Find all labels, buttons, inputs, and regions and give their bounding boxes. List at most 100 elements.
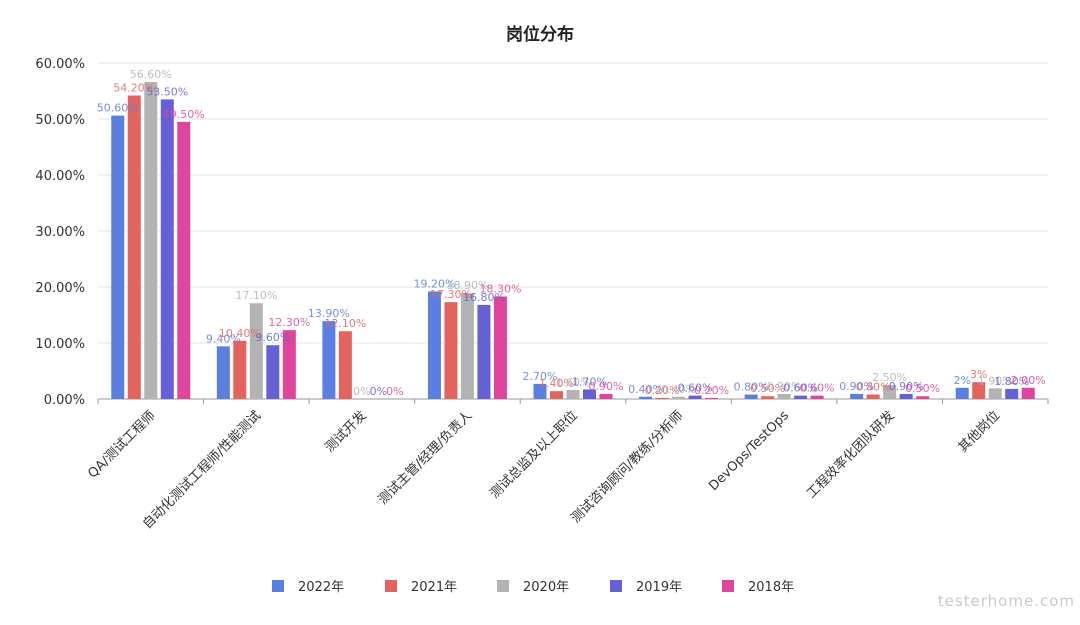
data-label: 0.50% (905, 382, 940, 395)
data-label: 54.20% (113, 81, 155, 94)
bar-2-8 (866, 394, 880, 399)
data-label: 2.00% (1011, 374, 1046, 387)
bar-2-5 (550, 391, 563, 399)
bar-5-4 (493, 296, 507, 399)
bar-4-9 (1005, 388, 1019, 399)
data-label: 2% (953, 374, 970, 387)
y-axis: 0.00% 10.00% 20.00% 30.00% 40.00% 50.00% 60.00… (35, 57, 85, 408)
legend-item[interactable]: 2019年 (610, 580, 682, 595)
legend-swatch (272, 580, 284, 592)
legend-item[interactable]: 2021年 (385, 580, 457, 595)
y-tick-label: 30.00% (35, 225, 85, 240)
bar-1-3 (322, 321, 336, 399)
data-label: 0.40% (628, 383, 663, 396)
bar-1-8 (850, 393, 864, 399)
x-category-label: 测试开发 (322, 408, 370, 456)
legend-swatch (722, 580, 734, 592)
data-label: 1.80% (994, 375, 1029, 388)
x-category-label: 其他岗位 (956, 408, 1003, 455)
data-label: 50.60% (97, 102, 139, 115)
legend-swatch (610, 580, 622, 592)
y-tick-label: 0.00% (44, 393, 85, 408)
data-label: 19.20% (413, 277, 455, 290)
bar-1-6 (639, 396, 653, 399)
legend-item[interactable]: 2020年 (497, 580, 569, 595)
x-category-label: 测试主管/经理/负责人 (376, 408, 476, 508)
bar-1-5 (533, 383, 547, 399)
bar-4-7 (794, 395, 808, 399)
legend-swatch (497, 580, 509, 592)
y-tick-label: 40.00% (35, 169, 85, 184)
legend-item[interactable]: 2022年 (272, 580, 344, 595)
bar-4-2 (266, 345, 280, 399)
bar-3-5 (566, 390, 580, 399)
x-category-label: 工程效率化团队研发 (803, 408, 897, 502)
data-label: 13.90% (308, 307, 350, 320)
data-label: 2.50% (872, 371, 907, 384)
data-label: 2.70% (523, 370, 558, 383)
y-tick-label: 20.00% (35, 281, 85, 296)
data-label: 9.40% (206, 332, 241, 345)
bar-5-1 (177, 121, 191, 400)
data-label: 49.50% (163, 108, 205, 121)
data-label: 1.90% (978, 374, 1013, 387)
bars (111, 82, 1035, 400)
data-label: 17.10% (235, 289, 277, 302)
data-label: 0.60% (783, 382, 818, 395)
x-category-label: DevOps/TestOps (706, 408, 792, 494)
data-label: 56.60% (130, 68, 172, 81)
bar-4-1 (160, 99, 174, 400)
bar-1-1 (111, 115, 125, 399)
x-category-label: 测试咨询顾问/教练/分析师 (568, 408, 687, 527)
data-label: 0.60% (678, 382, 713, 395)
bar-2-3 (338, 331, 352, 399)
bar-2-6 (655, 397, 669, 399)
x-category-label: 测试总监及以上职位 (487, 408, 580, 501)
bar-3-4 (460, 293, 474, 399)
bar-5-6 (705, 397, 719, 399)
data-label: 0% (353, 385, 370, 398)
data-label: 12.30% (268, 316, 310, 329)
legend-label: 2020年 (523, 580, 569, 595)
bar-1-9 (955, 387, 969, 399)
watermark-text: testerhome.com (938, 592, 1075, 610)
data-label: 0.90% (589, 380, 624, 393)
bar-3-1 (144, 82, 158, 399)
value-labels: 50.60% 54.20%56.60% 53.50% 49.50% 9.40%10.40… (97, 68, 1046, 398)
bar-3-6 (672, 396, 686, 399)
data-label: 0.50% (750, 382, 785, 395)
bar-1-4 (427, 291, 441, 399)
data-label: 0% (370, 385, 387, 398)
bar-4-6 (688, 395, 702, 399)
data-label: 0.20% (694, 384, 729, 397)
y-tick-label: 60.00% (35, 57, 85, 72)
bar-5-7 (810, 395, 824, 399)
x-category-label: QA/测试工程师 (85, 408, 158, 481)
bar-2-9 (972, 382, 986, 399)
data-label: 0.90% (839, 380, 874, 393)
legend[interactable]: 2022年 2021年 2020年 2019年 2018年 (272, 580, 794, 595)
data-label: 1.70% (572, 375, 607, 388)
data-label: 53.50% (146, 85, 188, 98)
legend-item[interactable]: 2018年 (722, 580, 794, 595)
bar-5-9 (1021, 387, 1035, 399)
legend-swatch (385, 580, 397, 592)
data-label: 16.80% (463, 291, 505, 304)
y-tick-label: 10.00% (35, 337, 85, 352)
bar-4-5 (583, 389, 596, 399)
data-label: 1.60% (556, 376, 591, 389)
bar-5-5 (599, 393, 613, 399)
bar-4-8 (899, 393, 913, 399)
bar-3-7 (777, 393, 791, 399)
data-label: 0.60% (800, 382, 835, 395)
data-label: 10.40% (219, 327, 261, 340)
x-category-label: 自动化测试工程师/性能测试 (140, 408, 264, 532)
bar-3-8 (883, 385, 897, 399)
data-label: 18.30% (479, 283, 521, 296)
bar-3-2 (249, 303, 263, 399)
bar-2-1 (127, 95, 141, 399)
bar-2-4 (444, 302, 458, 399)
data-label: 0.20% (645, 384, 680, 397)
